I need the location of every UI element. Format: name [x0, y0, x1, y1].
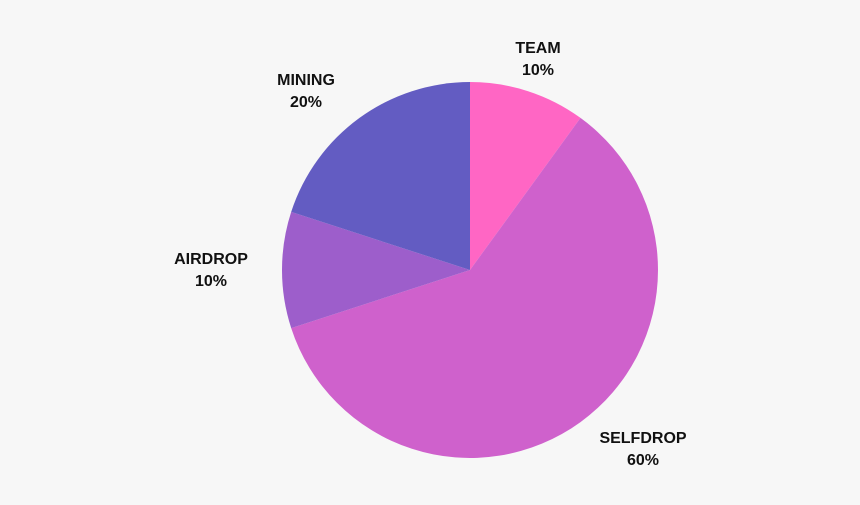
slice-percent-airdrop: 10% [195, 273, 227, 290]
slice-label-airdrop: AIRDROP [174, 251, 248, 268]
slice-percent-mining: 20% [290, 94, 322, 111]
slice-percent-selfdrop: 60% [627, 452, 659, 469]
pie-labels: TEAM 10% SELFDROP 60% AIRDROP 10% MINING 20% [174, 40, 687, 469]
slice-label-mining: MINING [277, 72, 335, 89]
slice-label-selfdrop: SELFDROP [599, 430, 686, 447]
slice-label-team: TEAM [515, 40, 560, 57]
slice-percent-team: 10% [522, 62, 554, 79]
pie-slice-team [470, 81, 581, 270]
pie-slice-mining [291, 81, 470, 270]
pie-slices [281, 81, 658, 458]
pie-slice-airdrop [281, 211, 470, 329]
pie-slice-selfdrop [291, 117, 658, 458]
